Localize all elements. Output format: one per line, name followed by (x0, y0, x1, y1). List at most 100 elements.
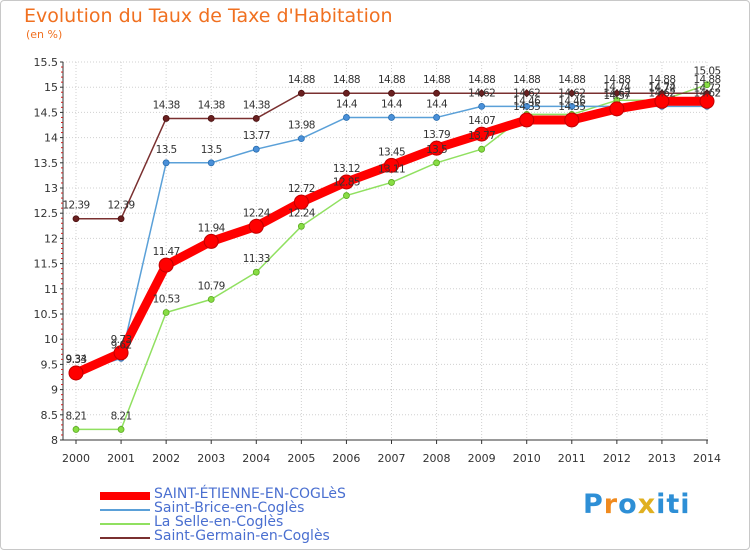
data-label-selle: 8.21 (66, 410, 87, 422)
data-label-brice: 14.62 (558, 87, 585, 99)
data-point-brice (523, 102, 531, 110)
data-point-brice (252, 145, 260, 153)
data-point-selle (117, 426, 125, 433)
data-label-main: 14.35 (558, 101, 585, 113)
y-tick-label: 9.5 (41, 358, 59, 371)
data-label-selle: 10.53 (153, 293, 180, 305)
legend-swatch-main (100, 492, 150, 500)
data-point-main (68, 365, 84, 381)
data-label-brice: 13.5 (156, 144, 177, 156)
y-tick-label: 15 (44, 81, 58, 94)
x-tick-label: 2004 (242, 452, 270, 465)
data-label-selle: 13.5 (426, 144, 447, 156)
data-point-selle (162, 309, 170, 316)
data-label-selle: 10.79 (198, 280, 225, 292)
legend-item-main: SAINT-ÉTIENNE-EN-COGLèS (100, 486, 440, 504)
proxiti-logo: Proxiti (583, 489, 691, 520)
data-point-main (429, 140, 445, 156)
data-label-selle: 13.11 (378, 163, 405, 175)
data-point-selle (252, 268, 260, 276)
data-label-selle: 8.21 (111, 410, 132, 422)
data-point-main (699, 93, 715, 109)
data-point-main (203, 233, 219, 249)
data-point-brice (207, 159, 215, 167)
legend-item-selle: La Selle-en-Coglès (100, 514, 440, 532)
data-label-brice: 13.98 (288, 120, 315, 132)
data-label-main: 11.94 (198, 222, 226, 234)
legend: SAINT-ÉTIENNE-EN-COGLèS Saint-Brice-en-C… (100, 486, 440, 546)
data-label-germain: 14.88 (288, 74, 315, 86)
data-point-brice (297, 135, 305, 143)
x-tick-label: 2005 (287, 452, 315, 465)
data-label-main: 13.79 (423, 129, 450, 141)
data-point-main (654, 93, 670, 109)
data-point-main (293, 194, 309, 210)
data-label-main: 14.07 (468, 115, 495, 127)
data-point-selle (703, 81, 711, 89)
logo-letter: i (680, 489, 691, 520)
data-label-germain: 14.88 (648, 74, 675, 86)
data-label-brice: 14.4 (336, 98, 358, 110)
y-tick-label: 13 (44, 182, 58, 195)
data-label-brice: 14.62 (603, 87, 630, 99)
y-tick-label: 12.5 (34, 207, 59, 220)
data-label-germain: 14.88 (693, 74, 720, 86)
x-tick-label: 2003 (197, 452, 225, 465)
data-label-main: 9.33 (66, 354, 87, 366)
unit-label: (en %) (26, 28, 63, 41)
logo-letter: r (603, 489, 619, 520)
data-label-brice: 9.34 (66, 353, 88, 365)
y-tick-label: 11.5 (34, 258, 59, 271)
y-tick-label: 8.5 (41, 409, 59, 422)
data-point-germain (297, 89, 305, 97)
data-point-main (519, 112, 535, 128)
x-tick-label: 2000 (62, 452, 90, 465)
data-point-main (564, 112, 580, 128)
y-tick-label: 14 (44, 132, 58, 145)
data-label-germain: 14.88 (333, 74, 360, 86)
data-label-brice: 13.77 (243, 130, 270, 142)
data-label-brice: 14.62 (468, 87, 495, 99)
data-label-germain: 14.88 (513, 74, 540, 86)
x-tick-label: 2006 (332, 452, 360, 465)
data-label-germain: 14.88 (558, 74, 585, 86)
data-label-main: 11.47 (153, 246, 180, 258)
legend-label-main: SAINT-ÉTIENNE-EN-COGLèS (154, 486, 346, 502)
y-tick-label: 9 (51, 384, 58, 397)
data-label-main: 13.12 (333, 163, 360, 175)
logo-letter: o (618, 489, 638, 520)
y-tick-label: 12 (44, 232, 58, 245)
logo-letter: t (666, 489, 681, 520)
x-tick-label: 2009 (468, 452, 496, 465)
data-point-brice (388, 114, 395, 121)
data-point-selle (478, 145, 486, 153)
data-point-germain (477, 89, 486, 98)
data-point-brice (433, 114, 440, 121)
data-label-selle: 15.05 (693, 66, 720, 78)
y-tick-label: 11 (44, 283, 58, 296)
legend-item-germain: Saint-Germain-en-Coglès (100, 528, 440, 546)
data-label-brice: 14.4 (381, 98, 403, 110)
legend-item-brice: Saint-Brice-en-Coglès (100, 500, 440, 518)
data-point-main (113, 345, 129, 361)
y-tick-label: 10 (44, 333, 58, 346)
data-label-main: 14.72 (693, 82, 720, 94)
data-point-brice (568, 102, 576, 110)
data-label-main: 14.57 (603, 90, 630, 102)
data-point-main (384, 157, 399, 173)
x-tick-label: 2013 (648, 452, 676, 465)
data-label-germain: 12.39 (62, 200, 89, 212)
logo-letter: P (583, 489, 604, 520)
data-point-selle (72, 426, 80, 433)
y-tick-label: 15.5 (34, 56, 59, 69)
x-tick-label: 2010 (513, 452, 541, 465)
data-label-main: 12.24 (243, 207, 271, 219)
data-label-germain: 14.88 (468, 74, 495, 86)
legend-swatch-selle (100, 523, 150, 525)
data-label-main: 14.72 (648, 82, 675, 94)
data-label-brice: 14.4 (426, 98, 448, 110)
data-point-brice (478, 102, 486, 110)
data-point-germain (72, 215, 80, 223)
data-point-germain (433, 89, 440, 97)
